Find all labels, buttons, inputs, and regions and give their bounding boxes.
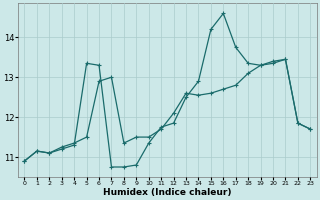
X-axis label: Humidex (Indice chaleur): Humidex (Indice chaleur) (103, 188, 232, 197)
